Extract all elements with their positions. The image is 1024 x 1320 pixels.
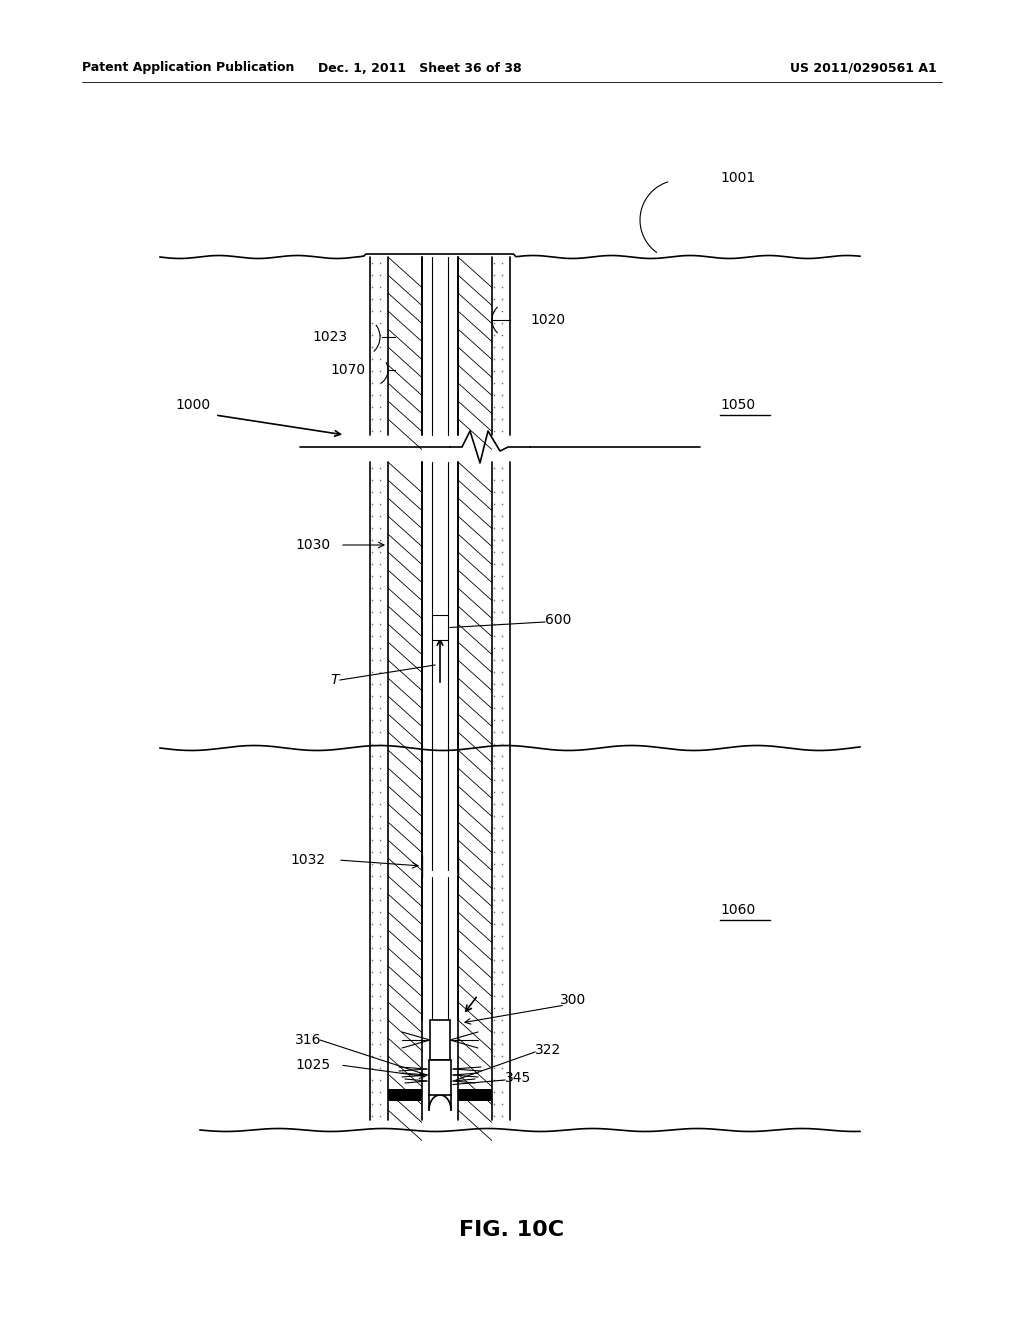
Text: 1023: 1023: [312, 330, 347, 345]
Bar: [458, 1089, 492, 1101]
Text: US 2011/0290561 A1: US 2011/0290561 A1: [790, 62, 937, 74]
Text: 600: 600: [545, 612, 571, 627]
Text: 345: 345: [505, 1071, 531, 1085]
Text: T: T: [330, 673, 339, 686]
Text: 1032: 1032: [290, 853, 326, 867]
Text: 1050: 1050: [720, 399, 755, 412]
Text: 300: 300: [560, 993, 587, 1007]
Text: 1001: 1001: [720, 172, 756, 185]
Text: 1060: 1060: [720, 903, 756, 917]
Text: FIG. 10C: FIG. 10C: [460, 1220, 564, 1239]
Bar: [430, 1020, 450, 1060]
Text: 316: 316: [295, 1034, 322, 1047]
Text: Dec. 1, 2011   Sheet 36 of 38: Dec. 1, 2011 Sheet 36 of 38: [318, 62, 522, 74]
Text: 322: 322: [535, 1043, 561, 1057]
Text: 1000: 1000: [175, 399, 210, 412]
Text: 1025: 1025: [295, 1059, 330, 1072]
Text: 1070: 1070: [330, 363, 366, 378]
Bar: [429, 1060, 451, 1096]
Text: Patent Application Publication: Patent Application Publication: [82, 62, 294, 74]
Bar: [388, 1089, 422, 1101]
Bar: [432, 615, 449, 640]
Text: 1020: 1020: [530, 313, 565, 327]
Text: 1030: 1030: [295, 539, 330, 552]
